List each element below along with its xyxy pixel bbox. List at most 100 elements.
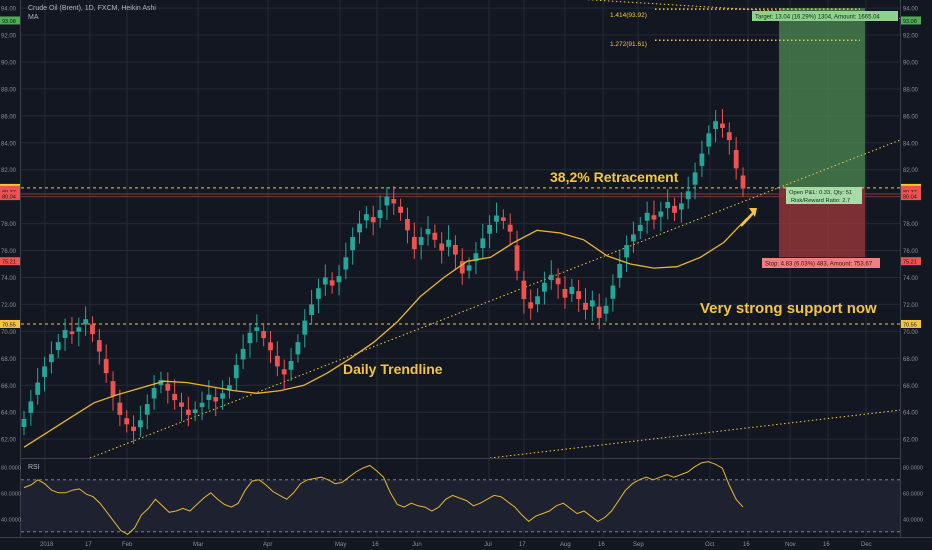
open-pl-label: Open P&L: 0.33, Qty: 51 [789, 190, 852, 196]
time-tick: Jun [412, 542, 422, 548]
candle-body [494, 215, 499, 222]
target-label: Target: 13.04 (16.29%) 1304, Amount: 166… [755, 15, 880, 21]
price-label-right-bg [901, 16, 921, 25]
rsi-label: RSI [28, 464, 40, 471]
price-tick-right: 86.00 [903, 114, 919, 120]
ma-line [23, 217, 748, 448]
candle-body [96, 340, 102, 352]
arrow-shaft [740, 211, 755, 227]
symbol-label: Crude Oil (Brent), 1D, FXCM, Heikin Ashi [28, 5, 156, 12]
candle-body [507, 224, 513, 232]
candle-body [425, 229, 431, 235]
ma-label: MA [28, 14, 39, 21]
candle-body [55, 342, 61, 351]
time-tick: Apr [263, 542, 272, 548]
candle-body [254, 327, 260, 331]
candle-body [220, 393, 225, 399]
candle-body [233, 365, 239, 379]
candle-body [240, 348, 246, 360]
candle-body [28, 401, 34, 413]
candle-body [405, 218, 410, 231]
candle-body [480, 238, 486, 249]
candle-body [740, 175, 746, 189]
candle-body [309, 304, 314, 315]
candle-body [631, 234, 636, 242]
candle-body [151, 387, 157, 399]
candle-body [322, 277, 328, 285]
price-label-left-bg [0, 319, 20, 328]
stop-box [762, 258, 880, 268]
rsi-tick-left: 60.0000 [1, 491, 21, 497]
candle-body [90, 324, 95, 335]
candle-body [42, 366, 47, 377]
candlestick-series [21, 109, 746, 444]
candle-body [357, 223, 362, 233]
candle-body [103, 359, 109, 374]
candle-body [726, 132, 732, 141]
time-tick: 16 [372, 542, 379, 548]
candle-body [624, 245, 629, 258]
candle-body [439, 243, 445, 251]
candle-body [713, 121, 719, 130]
candle-body [76, 327, 82, 332]
time-tick: Jul [484, 542, 492, 548]
candle-body [117, 402, 123, 415]
candle-body [138, 420, 143, 428]
daily-trendline [89, 139, 900, 458]
rsi-line [23, 461, 744, 536]
candle-body [672, 205, 677, 213]
candle-body [185, 409, 191, 415]
price-label-right: 75.21 [903, 260, 917, 266]
price-label-left-bg [0, 16, 20, 25]
time-tick: May [335, 542, 346, 548]
candle-body [179, 402, 184, 407]
rsi-tick-right: 60.0000 [903, 491, 923, 497]
time-axis-bg [0, 537, 932, 550]
candle-body [377, 210, 383, 219]
candle-body [685, 191, 691, 200]
candle-body [302, 320, 308, 335]
retracement-annotation: 38,2% Retracement [550, 169, 679, 185]
time-tick: 17 [519, 542, 526, 548]
price-label-left: 93.08 [2, 19, 16, 25]
price-tick-right: 68.00 [903, 357, 919, 363]
time-tick: 16 [598, 542, 605, 548]
fib-1414-label: 1.414(93.92) [610, 12, 647, 19]
candle-body [199, 402, 205, 408]
price-tick-left: 62.00 [1, 438, 17, 444]
price-tick-right: 76.00 [903, 249, 919, 255]
rsi-tick-left: 40.0000 [1, 517, 21, 523]
candle-body [83, 319, 89, 325]
candle-body [678, 203, 684, 210]
candle-body [603, 305, 609, 314]
rsi-band [21, 479, 900, 532]
candle-body [453, 244, 458, 255]
candle-body [432, 232, 438, 240]
candle-body [733, 149, 739, 169]
right-axis-bg [900, 0, 932, 550]
price-tick-left: 82.00 [1, 168, 17, 174]
candle-body [48, 354, 54, 363]
candle-body [268, 342, 273, 351]
candle-body [699, 153, 705, 166]
fib-1272-label: 1.272(91.61) [610, 41, 647, 48]
candle-body [329, 280, 335, 286]
candle-body [542, 282, 547, 292]
candle-body [665, 202, 671, 209]
candle-body [617, 264, 623, 279]
time-tick: Aug [560, 542, 571, 548]
price-label-left-bg [0, 187, 20, 196]
price-tick-right: 84.00 [903, 141, 919, 147]
price-label-right: 80.04 [903, 195, 917, 201]
price-label-left: 70.55 [2, 322, 16, 328]
candle-body [569, 286, 575, 294]
price-label-right-bg [901, 192, 921, 201]
candle-body [555, 278, 561, 285]
price-tick-left: 92.00 [1, 34, 17, 40]
candle-body [144, 404, 150, 415]
risk-reward-label: Risk/Reward Ratio: 2.7 [791, 198, 850, 204]
pl-box [786, 187, 862, 204]
candle-body [343, 257, 349, 270]
price-label-left: 80.04 [2, 195, 16, 201]
